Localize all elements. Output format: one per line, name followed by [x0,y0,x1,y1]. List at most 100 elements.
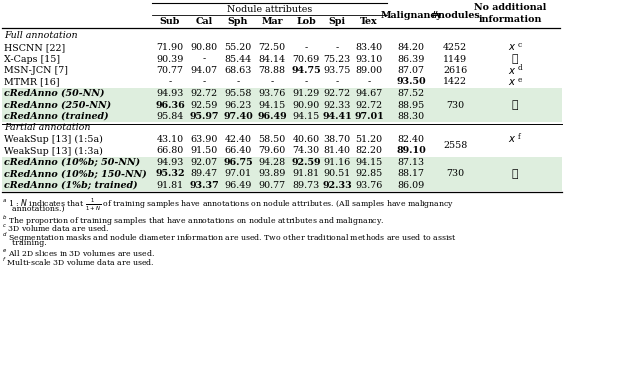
Text: 93.50: 93.50 [396,77,426,87]
Text: 86.39: 86.39 [397,54,425,64]
Text: 94.07: 94.07 [191,66,218,75]
Text: 90.80: 90.80 [191,43,218,52]
Text: 63.90: 63.90 [190,135,218,144]
Text: 93.75: 93.75 [323,66,351,75]
Text: Full annotation: Full annotation [4,31,77,40]
Text: $\it{x}$: $\it{x}$ [508,65,516,75]
Text: 2616: 2616 [443,66,467,75]
Text: annotations.): annotations.) [2,205,65,213]
Text: 86.09: 86.09 [397,181,424,190]
Text: 92.33: 92.33 [323,101,351,110]
Text: 92.33: 92.33 [322,181,352,190]
Text: -: - [236,77,239,87]
Text: 82.40: 82.40 [397,135,424,144]
Text: 95.84: 95.84 [156,112,184,121]
Text: -: - [305,77,308,87]
Text: X-Caps [15]: X-Caps [15] [4,54,60,64]
Text: -: - [202,77,205,87]
Text: WeakSup [13] (1:3a): WeakSup [13] (1:3a) [4,147,103,155]
Text: 84.14: 84.14 [259,54,285,64]
Text: 2558: 2558 [443,141,467,150]
Text: 92.72: 92.72 [323,89,351,98]
Text: 89.10: 89.10 [396,147,426,155]
Text: cRedAnno (trained): cRedAnno (trained) [4,112,109,121]
Text: e: e [518,75,522,84]
Text: Sub: Sub [160,17,180,26]
Text: 75.23: 75.23 [323,54,351,64]
Text: 88.17: 88.17 [397,169,424,178]
Text: 42.40: 42.40 [225,135,252,144]
Text: 94.67: 94.67 [355,89,383,98]
Text: 94.28: 94.28 [259,158,285,167]
Text: 91.81: 91.81 [156,181,184,190]
Text: 68.63: 68.63 [224,66,252,75]
Text: MTMR [16]: MTMR [16] [4,77,60,87]
Text: Partial annotation: Partial annotation [4,124,90,132]
Text: $^b$ The proportion of training samples that have annotations on nodule attribut: $^b$ The proportion of training samples … [2,213,385,228]
Text: information: information [478,16,541,24]
Text: 92.59: 92.59 [291,158,321,167]
Text: 93.76: 93.76 [259,89,285,98]
Text: 79.60: 79.60 [259,147,285,155]
Text: -: - [305,43,308,52]
Text: ✓: ✓ [512,168,518,179]
Text: cRedAnno (10%b; 150-NN): cRedAnno (10%b; 150-NN) [4,169,147,178]
Text: 88.30: 88.30 [397,112,424,121]
Text: 93.89: 93.89 [259,169,285,178]
Text: #nodules: #nodules [430,10,480,20]
Text: 94.15: 94.15 [292,112,319,121]
Text: training.: training. [2,239,47,247]
Text: 92.72: 92.72 [355,101,383,110]
Text: 72.50: 72.50 [259,43,285,52]
Text: -: - [202,54,205,64]
Text: 96.49: 96.49 [224,181,252,190]
Text: 40.60: 40.60 [292,135,319,144]
Text: 94.41: 94.41 [322,112,352,121]
Text: 51.20: 51.20 [355,135,383,144]
Text: Spi: Spi [328,17,346,26]
Text: -: - [270,77,274,87]
Text: 1422: 1422 [443,77,467,87]
Text: Lob: Lob [296,17,316,26]
Text: $^d$ Segmentation masks and nodule diameter information are used. Two other trad: $^d$ Segmentation masks and nodule diame… [2,231,457,245]
Text: 90.90: 90.90 [292,101,319,110]
Text: 84.20: 84.20 [397,43,424,52]
Text: 78.88: 78.88 [259,66,285,75]
Text: 89.73: 89.73 [292,181,319,190]
Text: -: - [335,77,339,87]
Text: 94.75: 94.75 [291,66,321,75]
Text: 95.32: 95.32 [155,169,185,178]
Text: MSN-JCN [7]: MSN-JCN [7] [4,66,68,75]
Text: 92.07: 92.07 [191,158,218,167]
Text: 97.40: 97.40 [223,112,253,121]
Text: 97.01: 97.01 [354,112,384,121]
Text: 96.49: 96.49 [257,112,287,121]
Text: WeakSup [13] (1:5a): WeakSup [13] (1:5a) [4,135,103,144]
Bar [2,157,562,168]
Text: 96.36: 96.36 [155,101,185,110]
Text: $^c$ 3D volume data are used.: $^c$ 3D volume data are used. [2,222,109,233]
Text: 66.80: 66.80 [156,147,184,155]
Text: -: - [168,77,172,87]
Text: 38.70: 38.70 [323,135,351,144]
Text: 91.81: 91.81 [292,169,319,178]
Text: $\it{x}$: $\it{x}$ [508,134,516,144]
Text: 89.00: 89.00 [355,66,383,75]
Bar [2,168,562,180]
Text: -: - [367,77,371,87]
Text: 96.23: 96.23 [224,101,252,110]
Text: Cal: Cal [195,17,212,26]
Text: Nodule attributes: Nodule attributes [227,4,312,13]
Text: 730: 730 [446,169,464,178]
Bar [2,111,562,122]
Text: 81.40: 81.40 [323,147,351,155]
Text: 71.90: 71.90 [156,43,184,52]
Bar [2,99,562,111]
Text: 55.20: 55.20 [225,43,252,52]
Text: 92.72: 92.72 [191,89,218,98]
Text: cRedAnno (10%b; 50-NN): cRedAnno (10%b; 50-NN) [4,158,140,167]
Text: 94.93: 94.93 [156,158,184,167]
Text: 70.69: 70.69 [292,54,319,64]
Text: 74.30: 74.30 [292,147,319,155]
Text: 93.37: 93.37 [189,181,219,190]
